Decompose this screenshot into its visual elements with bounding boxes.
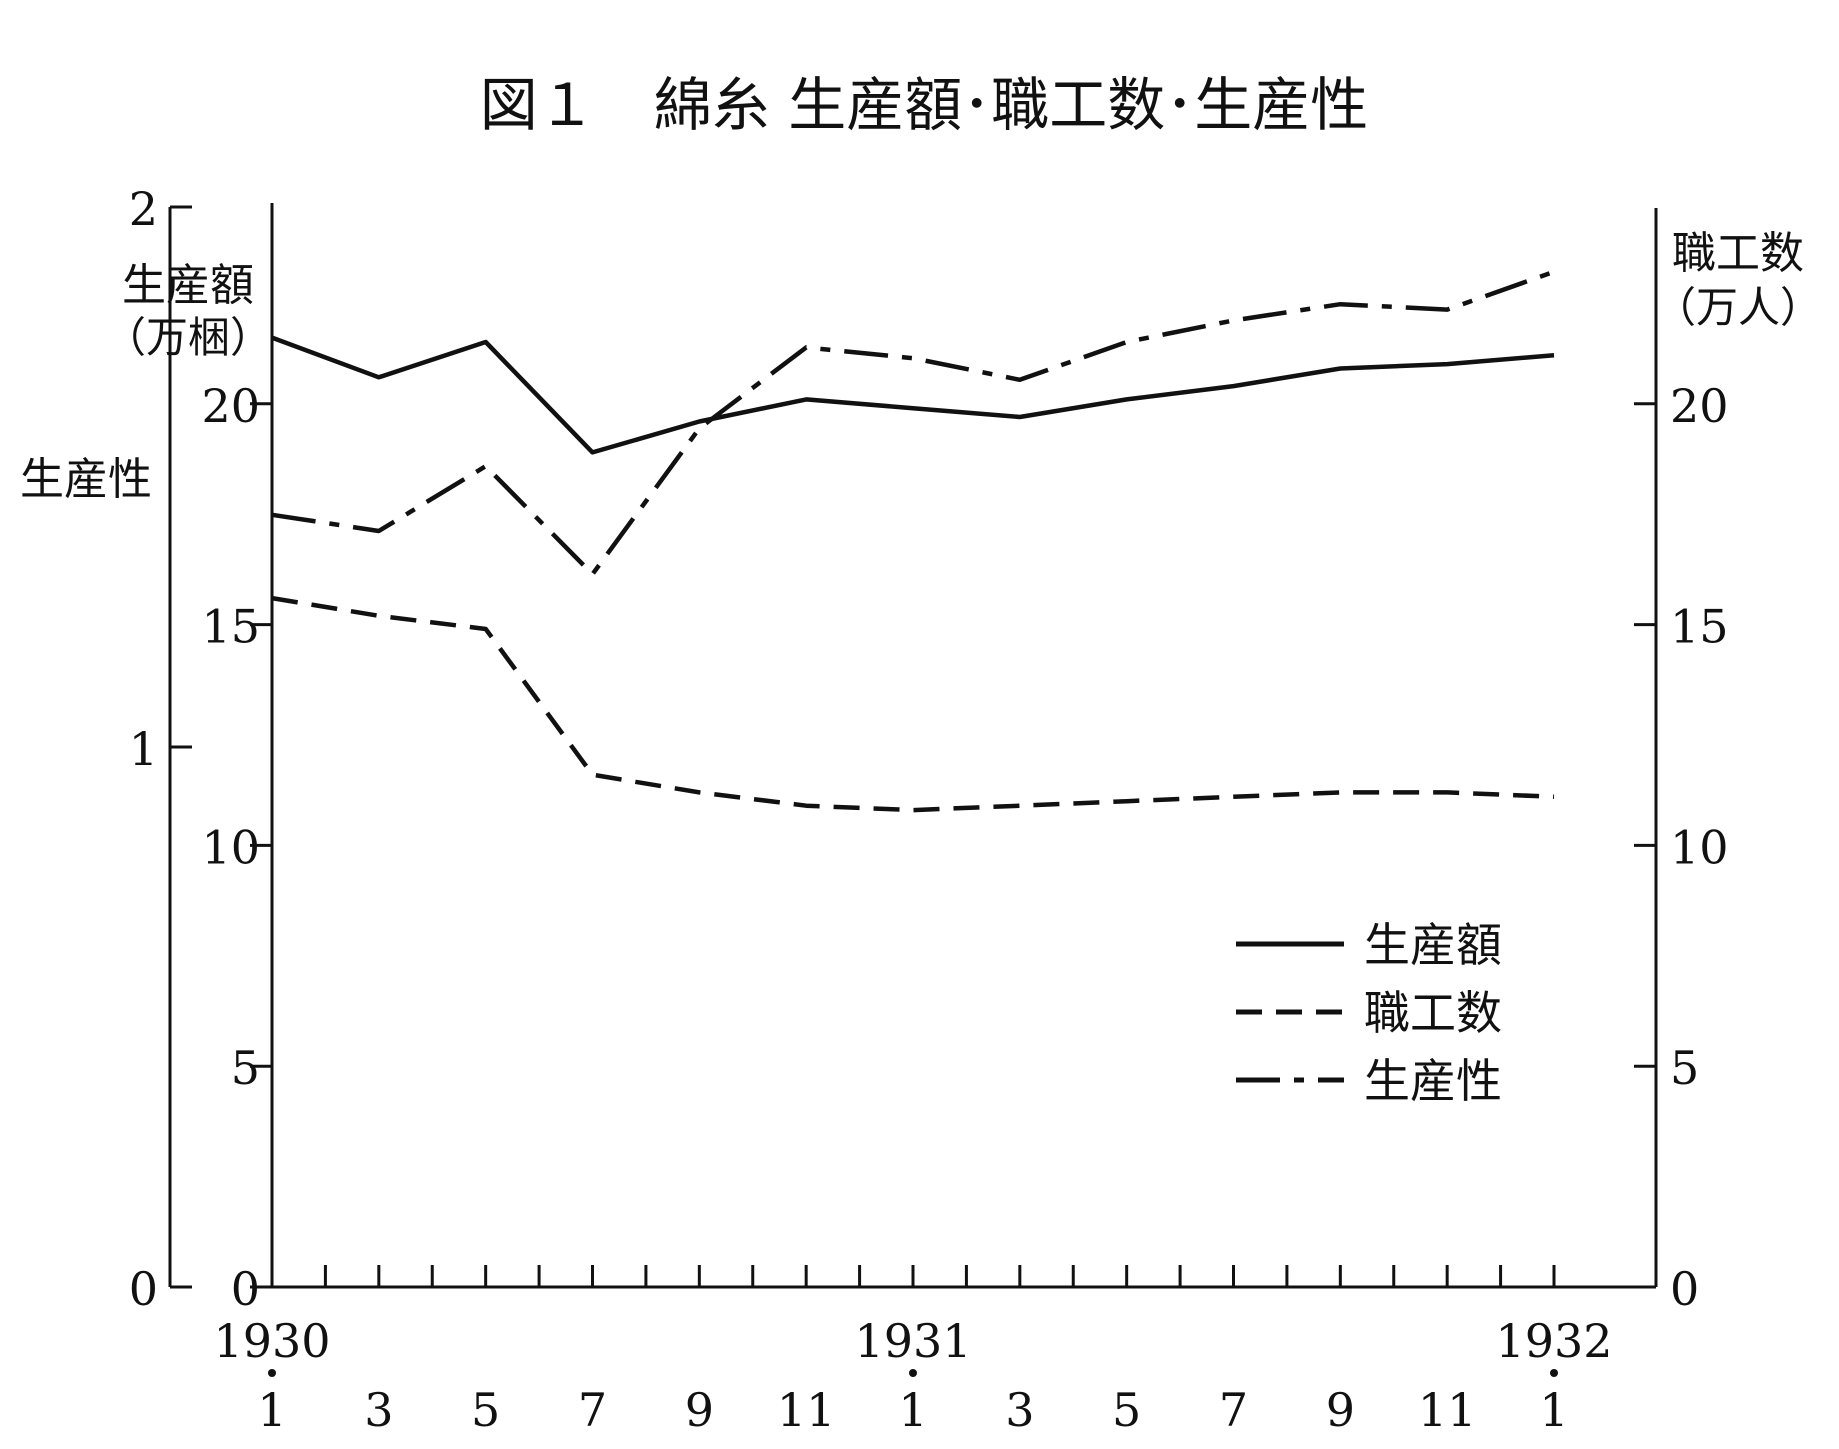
- series-lines: [271, 269, 1555, 813]
- x-year-marker: [268, 1369, 276, 1377]
- left-inner-tick-label: 20: [201, 379, 260, 433]
- right-tick-label: 10: [1670, 820, 1729, 874]
- legend-label: 生産額: [1364, 918, 1502, 972]
- series-line-dashdot: [271, 269, 1555, 577]
- right-tick-label: 5: [1670, 1041, 1699, 1095]
- right-tick-label: 0: [1670, 1262, 1699, 1316]
- left-axis-label-production: 生産額: [122, 260, 254, 311]
- left-outer-tick-label: 2: [129, 182, 158, 236]
- left-outer-tick-label: 1: [129, 722, 158, 776]
- left-outer-tick-label: 0: [129, 1262, 158, 1316]
- x-year-label: 1932: [1495, 1314, 1612, 1368]
- x-tick-label: 9: [685, 1383, 714, 1437]
- x-tick-label: 7: [1219, 1383, 1248, 1437]
- x-tick-label: 1: [1539, 1383, 1568, 1437]
- x-year-label: 1931: [854, 1314, 971, 1368]
- right-tick-label: 15: [1670, 600, 1729, 654]
- left-inner-tick-label: 5: [231, 1041, 260, 1095]
- right-axis-label-workers: 職工数: [1672, 228, 1804, 279]
- legend-label: 職工数: [1364, 986, 1502, 1040]
- series-line-dashed: [271, 595, 1555, 813]
- x-tick-label: 3: [364, 1383, 393, 1437]
- legend-label: 生産性: [1364, 1054, 1502, 1108]
- x-tick-label: 11: [1418, 1383, 1477, 1437]
- x-tick-label: 3: [1005, 1383, 1034, 1437]
- x-tick-label: 5: [1112, 1383, 1141, 1437]
- right-tick-label: 20: [1670, 379, 1729, 433]
- x-tick-label: 11: [777, 1383, 836, 1437]
- left-axis-label-productivity: 生産性: [20, 454, 152, 505]
- left-axis-label-production-unit: （万梱）: [104, 313, 272, 362]
- x-year-marker: [1550, 1369, 1558, 1377]
- right-axis-label-workers-unit: （万人）: [1654, 283, 1822, 332]
- x-year-marker: [909, 1369, 917, 1377]
- left-inner-tick-label: 10: [201, 820, 260, 874]
- x-tick-label: 1: [898, 1383, 927, 1437]
- series-line-solid: [271, 335, 1555, 455]
- x-tick-label: 5: [471, 1383, 500, 1437]
- left-inner-tick-label: 0: [231, 1262, 260, 1316]
- x-year-label: 1930: [213, 1314, 330, 1368]
- left-inner-tick-label: 15: [201, 600, 260, 654]
- x-tick-label: 1: [257, 1383, 286, 1437]
- chart-title: 図１ 綿糸 生産額･職工数･生産性: [480, 71, 1368, 139]
- x-tick-label: 9: [1326, 1383, 1355, 1437]
- x-tick-label: 7: [578, 1383, 607, 1437]
